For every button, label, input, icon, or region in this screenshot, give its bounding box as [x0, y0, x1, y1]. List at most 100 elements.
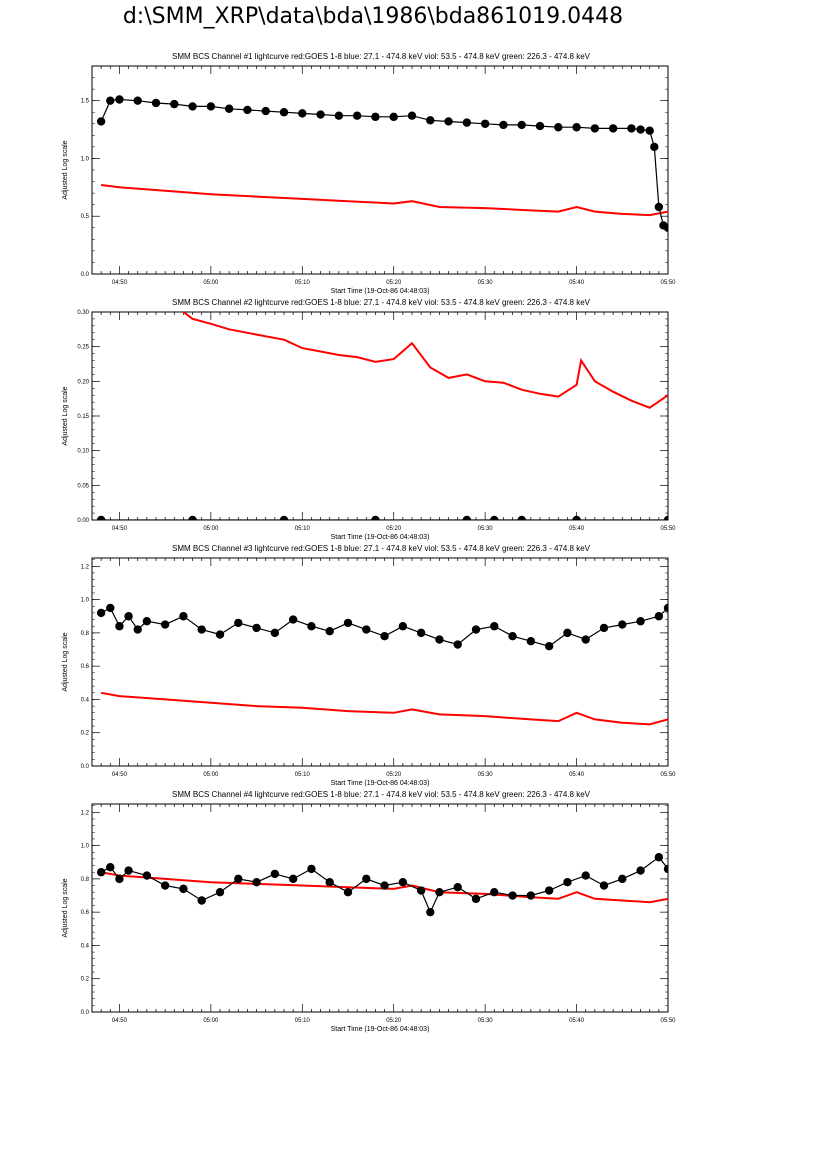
plot-area	[96, 603, 668, 726]
x-tick-label: 05:30	[478, 280, 494, 286]
bcs-data-point	[151, 98, 161, 108]
bcs-data-point	[563, 878, 572, 887]
x-tick-label: 05:10	[295, 1018, 311, 1024]
bcs-data-point	[618, 620, 627, 629]
bcs-data-point	[654, 202, 664, 212]
x-axis-label: Start Time (19-Oct-86 04:48:03)	[331, 1026, 430, 1033]
bcs-data-point	[380, 632, 389, 641]
x-tick-label: 05:50	[660, 772, 676, 778]
y-axis-label: Adjusted Log scale	[62, 878, 69, 937]
bcs-data-point	[416, 886, 426, 895]
bcs-data-point	[188, 515, 197, 520]
bcs-data-point	[398, 878, 408, 887]
bcs-data-point	[544, 886, 554, 895]
bcs-data-point	[215, 887, 225, 897]
bcs-data-point	[215, 630, 225, 639]
x-tick-label: 05:00	[203, 280, 219, 286]
y-axis-label: Adjusted Log scale	[62, 632, 69, 691]
bcs-data-point	[526, 891, 536, 900]
y-tick-label: 1.0	[81, 598, 90, 604]
bcs-data-point	[197, 625, 206, 634]
x-tick-label: 05:10	[295, 526, 311, 532]
bcs-data-point	[106, 863, 115, 872]
bcs-data-point	[508, 632, 517, 641]
bcs-data-point	[618, 874, 627, 884]
x-tick-label: 04:50	[112, 772, 128, 778]
y-tick-label: 0.6	[81, 664, 90, 670]
bcs-data-point	[288, 615, 298, 624]
bcs-data-point	[490, 887, 499, 897]
bcs-data-point	[270, 869, 280, 879]
bcs-data-point	[362, 874, 371, 884]
plot-frame	[91, 557, 669, 767]
bcs-data-point	[663, 864, 668, 874]
plot-frame	[91, 65, 669, 275]
y-tick-label: 0.0	[81, 272, 90, 278]
bcs-data-point	[279, 515, 289, 520]
bcs-data-point	[663, 603, 668, 613]
bcs-data-point	[590, 124, 600, 133]
chart-panel-1: SMM BCS Channel #1 lightcurve red:GOES 1…	[0, 52, 826, 302]
bcs-data-point	[307, 622, 316, 631]
bcs-data-point	[279, 108, 289, 117]
x-tick-label: 05:40	[569, 772, 585, 778]
bcs-data-point	[517, 120, 526, 130]
bcs-data-point	[115, 874, 124, 884]
bcs-data-point	[663, 515, 668, 520]
bcs-data-point	[599, 623, 609, 633]
x-tick-label: 05:10	[295, 280, 311, 286]
bcs-data-point	[115, 622, 124, 631]
bcs-data-point	[599, 881, 609, 890]
bcs-data-point	[572, 515, 581, 520]
bcs-data-point	[480, 119, 490, 128]
bcs-data-point	[645, 126, 654, 135]
bcs-data-point	[206, 102, 216, 111]
chart-panel-4: SMM BCS Channel #4 lightcurve red:GOES 1…	[0, 790, 826, 1040]
x-tick-label: 05:30	[478, 1018, 494, 1024]
bcs-data-point	[252, 878, 261, 887]
x-tick-label: 04:50	[112, 280, 128, 286]
bcs-data-point	[435, 635, 444, 644]
x-tick-label: 05:00	[203, 1018, 219, 1024]
y-axis-label: Adjusted Log scale	[62, 140, 69, 199]
x-tick-label: 05:30	[478, 772, 494, 778]
x-tick-label: 05:00	[203, 772, 219, 778]
bcs-data-point	[343, 618, 353, 628]
bcs-data-point	[416, 628, 426, 638]
bcs-data-point	[654, 853, 664, 862]
bcs-data-point	[389, 112, 398, 122]
bcs-data-point	[115, 95, 124, 104]
bcs-data-point	[453, 640, 462, 649]
y-tick-label: 0.5	[81, 214, 90, 220]
bcs-data-point	[462, 118, 472, 127]
bcs-data-point	[142, 617, 152, 626]
x-axis-label: Start Time (19-Oct-86 04:48:03)	[331, 288, 430, 295]
bcs-data-point	[426, 116, 435, 125]
y-tick-label: 1.2	[81, 810, 90, 816]
chart-title: SMM BCS Channel #2 lightcurve red:GOES 1…	[171, 298, 590, 307]
bcs-data-point	[636, 866, 645, 875]
bcs-data-point	[636, 125, 645, 134]
bcs-data-point	[96, 515, 106, 520]
x-tick-label: 05:20	[386, 772, 402, 778]
bcs-data-point	[106, 96, 115, 105]
bcs-data-point	[124, 866, 133, 875]
bcs-data-point	[453, 883, 462, 892]
bcs-data-point	[490, 622, 499, 631]
bcs-data-point	[608, 124, 618, 133]
bcs-data-point	[544, 641, 554, 651]
y-tick-label: 0.30	[77, 310, 89, 316]
bcs-data-point	[234, 874, 243, 884]
bcs-data-point	[627, 124, 636, 133]
plot-area	[96, 312, 668, 520]
plot-frame	[91, 311, 669, 521]
bcs-data-point	[371, 112, 380, 122]
bcs-data-point	[407, 111, 417, 120]
y-tick-label: 1.0	[81, 844, 90, 850]
bcs-data-point	[106, 603, 115, 613]
y-tick-label: 0.8	[81, 631, 90, 637]
bcs-data-point	[325, 627, 334, 636]
bcs-data-point	[380, 881, 389, 890]
bcs-data-point	[133, 96, 142, 105]
chart-panel-2: SMM BCS Channel #2 lightcurve red:GOES 1…	[0, 298, 826, 548]
